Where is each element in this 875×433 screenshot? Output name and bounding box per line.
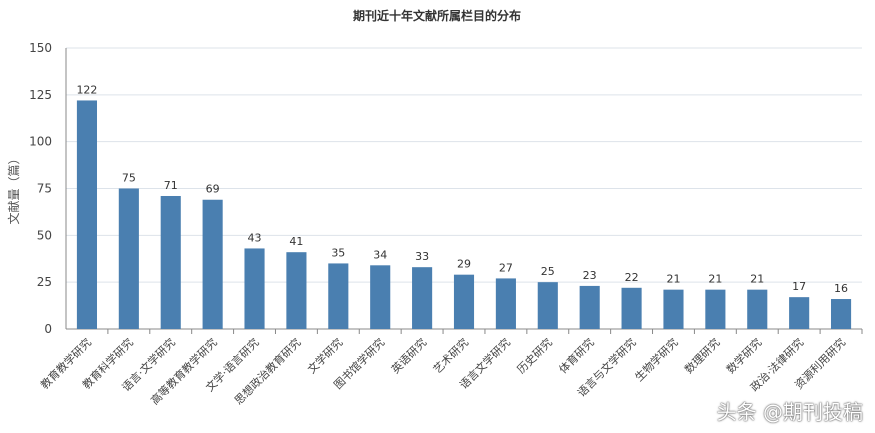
watermark: 头条 @期刊投稿 — [716, 400, 863, 424]
x-tick-label: 体育研究 — [556, 335, 597, 376]
data-label: 34 — [373, 248, 387, 261]
bar — [76, 100, 98, 329]
bar — [495, 278, 516, 329]
bar — [286, 252, 307, 329]
y-tick-label: 75 — [37, 182, 52, 196]
bar — [370, 265, 391, 329]
bars: 122 75 71 69 43 41 35 34 33 29 27 25 23 22 21 21 21 17 16 — [76, 83, 852, 329]
data-label: 69 — [206, 183, 220, 196]
data-label: 21 — [666, 273, 680, 286]
bar — [160, 195, 181, 329]
data-label: 27 — [499, 261, 513, 274]
y-tick-label: 25 — [37, 275, 52, 289]
data-label: 33 — [415, 250, 429, 263]
y-tick-label: 125 — [29, 88, 52, 102]
data-label: 122 — [76, 83, 97, 96]
x-tick-label: 数理研究 — [681, 335, 722, 376]
x-tick-label: 艺术研究 — [430, 335, 471, 376]
grid-lines — [66, 47, 862, 283]
x-tick-label: 文学研究 — [304, 335, 345, 376]
bar — [244, 248, 265, 329]
data-label: 71 — [164, 179, 178, 192]
data-label: 16 — [834, 282, 848, 295]
y-tick-label: 50 — [37, 228, 52, 242]
data-label: 41 — [289, 235, 303, 248]
data-label: 43 — [248, 231, 262, 244]
x-tick-label: 数学研究 — [723, 335, 764, 376]
bar — [705, 289, 726, 329]
bar — [830, 299, 852, 329]
y-tick-label: 0 — [44, 322, 52, 336]
bar — [789, 297, 810, 329]
x-tick-label: 历史研究 — [514, 335, 555, 376]
data-label: 22 — [625, 271, 639, 284]
y-axis: 0 25 50 75 100 125 150 — [29, 41, 862, 336]
data-label: 29 — [457, 258, 471, 271]
bar — [621, 287, 642, 329]
x-tick-label: 英语研究 — [388, 335, 429, 376]
y-axis-label: 文献量（篇） — [6, 152, 21, 224]
bar — [747, 289, 768, 329]
bar — [579, 285, 600, 329]
data-label: 35 — [331, 246, 345, 259]
data-label: 21 — [750, 273, 764, 286]
bar — [328, 263, 349, 329]
data-label: 17 — [792, 280, 806, 293]
bar — [537, 282, 558, 329]
bar — [663, 289, 684, 329]
bar — [202, 199, 223, 329]
data-label: 23 — [583, 269, 597, 282]
data-label: 75 — [122, 172, 136, 185]
bar — [412, 267, 433, 329]
y-tick-label: 100 — [29, 135, 52, 149]
y-tick-label: 150 — [29, 41, 52, 55]
bar — [118, 188, 139, 329]
bar — [453, 274, 475, 329]
chart-title: 期刊近十年文献所属栏目的分布 — [353, 8, 521, 23]
data-label: 21 — [708, 273, 722, 286]
data-label: 25 — [541, 265, 555, 278]
x-tick-label: 生物学研究 — [632, 335, 681, 384]
